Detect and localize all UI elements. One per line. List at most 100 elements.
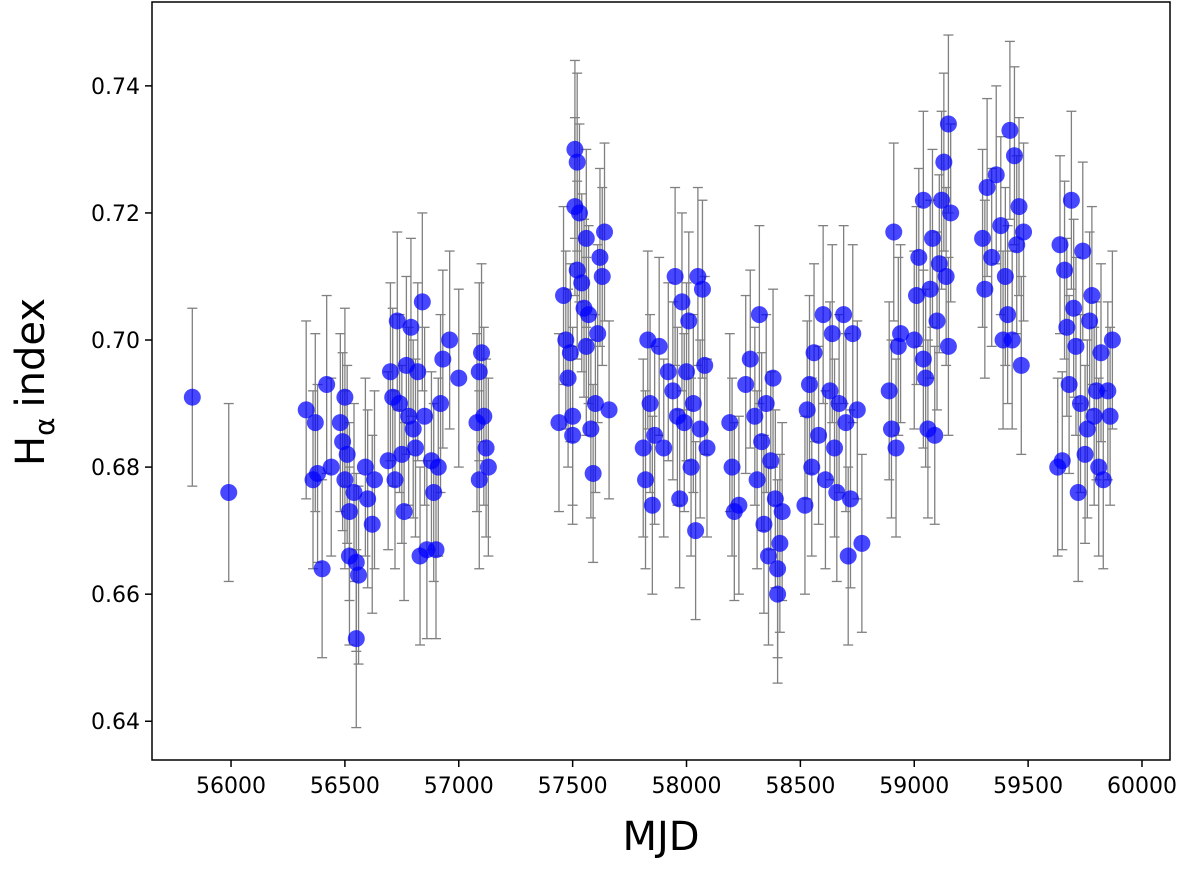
- point: [887, 439, 905, 457]
- point: [313, 560, 331, 578]
- point: [318, 375, 336, 393]
- point: [659, 363, 677, 381]
- point: [1067, 337, 1085, 355]
- point: [889, 337, 907, 355]
- point: [730, 496, 748, 514]
- point: [470, 363, 488, 381]
- point: [830, 395, 848, 413]
- point: [723, 458, 741, 476]
- point: [650, 337, 668, 355]
- point: [769, 585, 787, 603]
- point: [999, 306, 1017, 324]
- x-axis-label: MJD: [622, 814, 699, 860]
- point: [356, 458, 374, 476]
- point: [388, 312, 406, 330]
- point: [555, 287, 573, 305]
- x-tick-label: 59500: [993, 774, 1063, 799]
- point: [721, 414, 739, 432]
- point: [577, 337, 595, 355]
- point: [671, 490, 689, 508]
- point: [475, 407, 493, 425]
- point: [1065, 299, 1083, 317]
- x-tick-label: 57000: [424, 774, 494, 799]
- point: [429, 458, 447, 476]
- point: [930, 255, 948, 273]
- point: [798, 401, 816, 419]
- point: [814, 306, 832, 324]
- point: [336, 388, 354, 406]
- point: [441, 331, 459, 349]
- point: [837, 414, 855, 432]
- point: [309, 464, 327, 482]
- x-tick-label: 58000: [652, 774, 722, 799]
- y-label-main: H: [8, 436, 54, 466]
- point: [568, 153, 586, 171]
- point: [586, 395, 604, 413]
- point: [550, 414, 568, 432]
- point: [698, 439, 716, 457]
- point: [910, 248, 928, 266]
- point: [917, 369, 935, 387]
- point: [1103, 331, 1121, 349]
- point: [183, 388, 201, 406]
- point: [939, 115, 957, 133]
- point: [805, 344, 823, 362]
- point: [350, 566, 368, 584]
- point: [470, 471, 488, 489]
- point: [687, 522, 705, 540]
- point: [880, 382, 898, 400]
- point: [766, 490, 784, 508]
- point: [816, 471, 834, 489]
- point: [882, 420, 900, 438]
- point: [693, 280, 711, 298]
- point: [885, 223, 903, 241]
- point: [757, 395, 775, 413]
- point: [338, 445, 356, 463]
- point: [589, 325, 607, 343]
- point: [1099, 382, 1117, 400]
- point: [434, 350, 452, 368]
- point: [1012, 356, 1030, 374]
- point: [773, 503, 791, 521]
- point: [561, 344, 579, 362]
- point: [655, 439, 673, 457]
- point: [1005, 147, 1023, 165]
- point: [391, 395, 409, 413]
- point: [992, 217, 1010, 235]
- point: [427, 541, 445, 559]
- point: [409, 363, 427, 381]
- point: [406, 439, 424, 457]
- point: [823, 325, 841, 343]
- point: [322, 458, 340, 476]
- point: [826, 439, 844, 457]
- point: [803, 458, 821, 476]
- point: [1051, 236, 1069, 254]
- point: [1078, 420, 1096, 438]
- y-axis-label: Hα index: [8, 298, 61, 466]
- point: [584, 464, 602, 482]
- point: [764, 369, 782, 387]
- point: [1015, 223, 1033, 241]
- point: [395, 503, 413, 521]
- point: [996, 267, 1014, 285]
- point: [892, 325, 910, 343]
- x-tick-label: 60000: [1107, 774, 1177, 799]
- point: [643, 496, 661, 514]
- point: [1081, 312, 1099, 330]
- point: [762, 452, 780, 470]
- y-label-sub: α: [28, 417, 61, 435]
- point: [363, 515, 381, 533]
- point: [432, 395, 450, 413]
- point: [937, 267, 955, 285]
- point: [1003, 331, 1021, 349]
- point: [306, 414, 324, 432]
- point: [839, 547, 857, 565]
- point: [340, 503, 358, 521]
- point: [386, 471, 404, 489]
- point: [347, 630, 365, 648]
- point: [933, 191, 951, 209]
- point: [596, 223, 614, 241]
- point: [741, 350, 759, 368]
- point: [800, 375, 818, 393]
- point: [381, 363, 399, 381]
